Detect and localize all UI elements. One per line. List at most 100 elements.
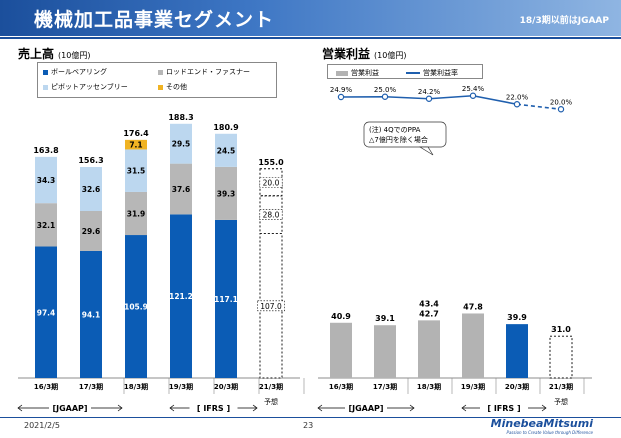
sales-segment-label: 105.9 xyxy=(124,303,148,312)
legend-profit-label: 営業利益 xyxy=(351,69,379,77)
profit-value-label: 39.1 xyxy=(375,314,395,323)
margin-point xyxy=(381,93,389,100)
profit-category-label: 20/3期 xyxy=(505,382,529,391)
sales-category-label: 19/3期 xyxy=(169,382,193,391)
sales-total-label: 163.8 xyxy=(33,146,59,155)
profit-category-label: 21/3期 xyxy=(549,382,573,391)
sales-bar-segment xyxy=(35,246,57,378)
brand-logo: MinebeaMitsumi xyxy=(490,417,593,430)
annotation-callout-pointer xyxy=(418,146,434,156)
margin-label: 22.0% xyxy=(506,93,529,101)
profit-forecast-label: 予想 xyxy=(554,397,568,406)
legend-swatch-pivot xyxy=(43,84,48,90)
sales-category-label: 20/3期 xyxy=(214,382,238,391)
forecast-value-label: 20.0 xyxy=(263,178,280,187)
annotation-line-1: (注) 4QでのPPA xyxy=(369,125,421,134)
sales-segment-label: 32.1 xyxy=(37,221,56,230)
margin-label: 24.9% xyxy=(330,86,353,94)
margin-label: 25.4% xyxy=(462,85,485,93)
sales-legend: ボールベアリング ロッドエンド・ファスナー ピボットアッセンブリー その他 xyxy=(37,62,277,98)
sales-segment-label: 29.6 xyxy=(82,227,101,236)
legend-other-label: その他 xyxy=(166,83,187,91)
sales-ifrs-bracket-arrow-left xyxy=(169,404,175,412)
profit-value-label: 31.0 xyxy=(551,325,571,334)
profit-unit: (10億円) xyxy=(374,51,407,60)
profit-adjusted-label: 43.4 xyxy=(419,299,439,308)
margin-point xyxy=(425,95,433,102)
profit-value-label: 47.8 xyxy=(463,302,483,311)
profit-jgaap-bracket-arrow-right xyxy=(409,404,415,412)
profit-value-label: 42.7 xyxy=(419,309,439,318)
sales-forecast-label: 予想 xyxy=(264,397,278,406)
margin-label: 24.2% xyxy=(418,88,441,96)
profit-jgaap-bracket-label-bg xyxy=(345,402,387,414)
legend-swatch-rod-end xyxy=(158,69,163,75)
sales-segment-label: 94.1 xyxy=(82,310,101,319)
sales-total-label: 188.3 xyxy=(168,113,193,122)
profit-bar xyxy=(418,320,440,378)
legend-margin-label: 営業利益率 xyxy=(423,69,458,77)
sales-total-label: 176.4 xyxy=(123,129,149,138)
sales-jgaap-bracket-arrow-right xyxy=(117,404,123,412)
profit-category-label: 19/3期 xyxy=(461,382,485,391)
sales-bar-segment xyxy=(215,166,237,220)
profit-title-text: 営業利益 xyxy=(322,47,371,61)
brand-tagline: Passion to Create Value through Differen… xyxy=(506,430,593,435)
profit-value-label: 39.9 xyxy=(507,313,527,322)
legend-rod-end-label: ロッドエンド・ファスナー xyxy=(166,68,250,76)
profit-ifrs-bracket-label-bg xyxy=(480,402,528,414)
sales-bar-segment xyxy=(125,139,147,150)
profit-ifrs-bracket-arrow-left xyxy=(461,404,467,412)
profit-category-label: 18/3期 xyxy=(417,382,441,391)
profit-ifrs-bracket-label: [ IFRS ] xyxy=(487,404,520,413)
sales-segment-label: 7.1 xyxy=(129,141,142,150)
forecast-value-label: 107.0 xyxy=(260,302,282,311)
forecast-value-label: 28.0 xyxy=(263,211,280,220)
sales-segment-label: 97.4 xyxy=(37,308,56,317)
sales-ifrs-bracket-arrow-right xyxy=(252,404,258,412)
sales-total-label: 156.3 xyxy=(78,156,103,165)
sales-segment-label: 31.9 xyxy=(127,210,146,219)
sales-total-label: 180.9 xyxy=(213,123,239,132)
sales-ifrs-bracket-label-bg xyxy=(189,402,238,414)
sales-segment-label: 117.1 xyxy=(214,295,238,304)
sales-bar-segment xyxy=(35,203,57,247)
legend-pivot-label: ピボットアッセンブリー xyxy=(51,83,128,91)
sales-bar-segment xyxy=(35,156,57,204)
sales-bar-segment xyxy=(125,191,147,236)
sales-ifrs-bracket-label: [ IFRS ] xyxy=(197,404,230,413)
legend-rod-end: ロッドエンド・ファスナー xyxy=(158,67,250,77)
profit-chart-title: 営業利益 (10億円) xyxy=(322,45,406,62)
margin-point xyxy=(337,93,345,101)
sales-jgaap-bracket-arrow-left xyxy=(17,404,23,412)
title-bar: 機械加工品事業セグメント 18/3期以前はJGAAP xyxy=(0,0,621,36)
sales-bar-segment xyxy=(80,166,102,212)
sales-total-label: 155.0 xyxy=(258,158,284,167)
margin-line-forecast-segment xyxy=(516,103,562,111)
accounting-note: 18/3期以前はJGAAP xyxy=(519,16,609,26)
profit-bar xyxy=(330,322,352,378)
margin-label: 20.0% xyxy=(550,98,573,106)
sales-jgaap-bracket-label: [JGAAP] xyxy=(52,404,87,413)
sales-jgaap-bracket-label-bg xyxy=(49,402,91,414)
sales-bar-segment xyxy=(125,235,147,378)
sales-segment-label: 37.6 xyxy=(172,185,191,194)
sales-segment-label: 121.2 xyxy=(169,292,193,301)
sales-category-label: 17/3期 xyxy=(79,382,103,391)
profit-category-label: 16/3期 xyxy=(329,382,353,391)
legend-swatch-other xyxy=(158,84,163,90)
sales-title-text: 売上高 xyxy=(18,47,55,61)
profit-bar xyxy=(374,325,396,378)
profit-forecast-bar xyxy=(549,335,573,379)
profit-bar xyxy=(506,324,528,378)
sales-bar-segment xyxy=(215,133,237,167)
margin-line-segment xyxy=(472,94,518,106)
legend-other: その他 xyxy=(158,82,187,92)
margin-point xyxy=(513,101,521,108)
sales-unit: (10億円) xyxy=(58,51,91,60)
header-divider xyxy=(0,37,621,39)
legend-margin-line-swatch xyxy=(406,72,420,74)
sales-chart-title: 売上高 (10億円) xyxy=(18,45,90,62)
sales-category-label: 18/3期 xyxy=(124,382,148,391)
forecast-value-box xyxy=(257,300,285,312)
